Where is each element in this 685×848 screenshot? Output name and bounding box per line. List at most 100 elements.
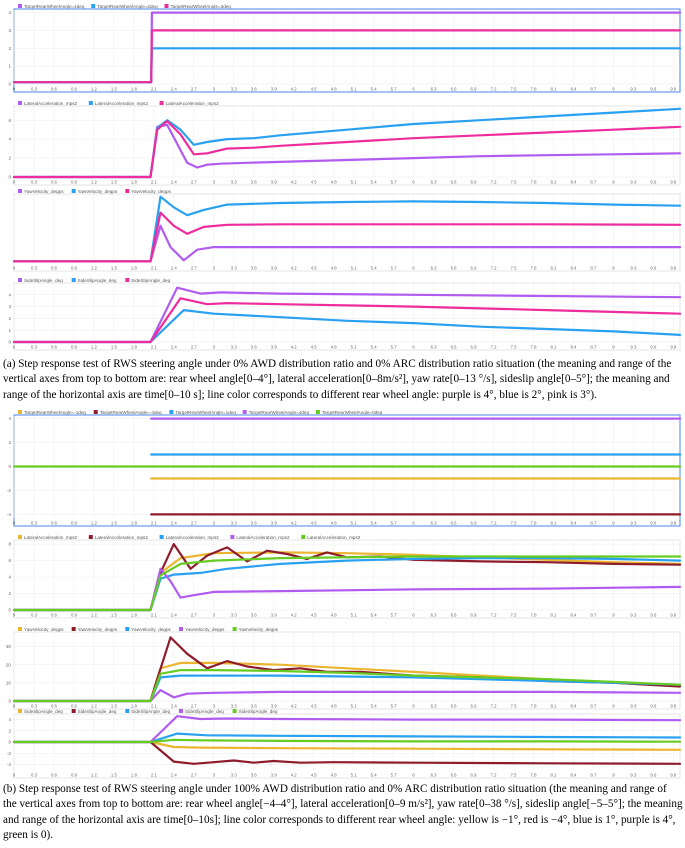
x-tick-label: 8.4	[570, 266, 577, 271]
x-tick-label: 3.6	[251, 180, 258, 185]
x-tick-label: 4.2	[291, 613, 298, 618]
x-tick-label: 4.5	[311, 266, 318, 271]
legend-entry: TargetRearWheelAngle=1deg	[175, 410, 236, 415]
chart-legend: SideSlipAngle_deg SideSlipAngle_deg SideSl…	[18, 278, 171, 283]
x-tick-label: 1.2	[91, 87, 98, 92]
x-tick-label: 0.9	[71, 773, 78, 778]
x-tick-label: 4.8	[331, 613, 338, 618]
legend-swatch	[125, 189, 130, 193]
x-tick-label: 0.6	[51, 266, 58, 271]
x-tick-label: 2.1	[151, 180, 158, 185]
x-tick-label: 6.9	[471, 773, 478, 778]
x-tick-label: 3.3	[231, 773, 238, 778]
x-tick-label: 7.2	[491, 613, 498, 618]
x-tick-label: 6	[412, 773, 415, 778]
legend-swatch	[242, 410, 247, 414]
x-tick-label: 3.6	[251, 613, 258, 618]
x-tick-label: 9.9	[670, 345, 677, 350]
x-tick-label: 9	[612, 345, 615, 350]
x-tick-label: 5.1	[351, 87, 358, 92]
x-tick-label: 7.2	[491, 521, 498, 526]
x-tick-label: 0.3	[31, 773, 38, 778]
series-line-purple	[12, 123, 682, 179]
x-tick-label: 3	[213, 266, 216, 271]
x-tick-label: 3.3	[231, 266, 238, 271]
x-tick-label: 4.8	[331, 266, 338, 271]
y-tick-label: 4	[8, 10, 11, 15]
y-tick-label: -2	[7, 751, 12, 756]
series-line-red	[12, 543, 682, 612]
x-tick-label: 3	[213, 613, 216, 618]
x-tick-label: 6.9	[471, 87, 478, 92]
x-tick-label: 7.2	[491, 87, 498, 92]
x-tick-label: 7.5	[511, 704, 518, 709]
chart-legend: TargetRearWheelAngle=-1deg TargetRearWhee…	[18, 410, 383, 415]
x-tick-label: 1.8	[131, 704, 138, 709]
x-tick-label: 6.6	[451, 613, 458, 618]
x-tick-label: 0.9	[71, 180, 78, 185]
x-tick-label: 0.3	[31, 87, 38, 92]
x-tick-label: 9.6	[650, 521, 657, 526]
chart-panel-6: LateralAcceleration_mps2 LateralAccelerat…	[8, 535, 682, 619]
x-tick-label: 1.5	[111, 704, 118, 709]
x-tick-label: 6.6	[451, 345, 458, 350]
x-tick-label: 0.9	[71, 704, 78, 709]
x-tick-label: 9.3	[630, 704, 637, 709]
series-line-pink	[12, 120, 682, 179]
x-tick-label: 4.8	[331, 704, 338, 709]
x-tick-label: 8.1	[550, 87, 557, 92]
x-tick-label: 6	[412, 345, 415, 350]
x-tick-label: 5.7	[391, 87, 398, 92]
y-tick-label: 0	[8, 82, 11, 87]
x-tick-label: 5.4	[371, 613, 378, 618]
x-tick-label: 9.9	[670, 704, 677, 709]
x-tick-label: 0.6	[51, 521, 58, 526]
x-tick-label: 8.4	[570, 613, 577, 618]
legend-swatch	[159, 535, 164, 539]
y-tick-label: 4	[8, 137, 11, 142]
x-tick-label: 2.7	[191, 87, 198, 92]
x-tick-label: 2.7	[191, 521, 198, 526]
x-tick-label: 2.7	[191, 266, 198, 271]
x-tick-label: 9.6	[650, 180, 657, 185]
x-tick-label: 6	[412, 613, 415, 618]
x-tick-label: 5.4	[371, 345, 378, 350]
chart-panel-4: SideSlipAngle_deg SideSlipAngle_deg SideSl…	[8, 278, 682, 351]
x-tick-label: 4.2	[291, 521, 298, 526]
legend-swatch	[125, 627, 130, 631]
plot-frame	[13, 105, 681, 186]
x-tick-label: 0	[13, 704, 16, 709]
x-tick-label: 3.9	[271, 266, 278, 271]
x-tick-label: 7.8	[530, 180, 537, 185]
y-tick-label: 3	[8, 304, 11, 309]
x-tick-label: 2.1	[151, 613, 158, 618]
x-tick-label: 8.4	[570, 180, 577, 185]
x-tick-label: 7.5	[511, 87, 518, 92]
legend-swatch	[18, 627, 22, 631]
x-tick-label: 3.6	[251, 266, 258, 271]
legend-entry: LateralAcceleration_mps2	[24, 535, 78, 540]
series-line-green	[12, 738, 682, 744]
x-tick-label: 3	[213, 180, 216, 185]
x-tick-label: 6	[412, 87, 415, 92]
x-tick-label: 7.2	[491, 704, 498, 709]
x-tick-label: 3.3	[231, 521, 238, 526]
x-tick-label: 6.6	[451, 704, 458, 709]
y-tick-label: 4	[8, 717, 11, 722]
legend-entry: YawVelocity_degps	[78, 189, 118, 194]
chart-panel-8: SideSlipAngle_deg SideSlipAngle_deg SideSl…	[7, 709, 682, 779]
legend-entry: SideSlipAngle_deg	[131, 278, 170, 283]
x-tick-label: 0.6	[51, 704, 58, 709]
x-tick-label: 1.8	[131, 345, 138, 350]
x-tick-label: 5.1	[351, 773, 358, 778]
x-tick-label: 9.3	[630, 87, 637, 92]
x-tick-label: 3.6	[251, 704, 258, 709]
x-tick-label: 0.6	[51, 345, 58, 350]
plot-frame	[13, 193, 681, 272]
x-tick-label: 7.2	[491, 345, 498, 350]
legend-swatch	[232, 709, 237, 713]
x-tick-label: 8.7	[590, 266, 597, 271]
legend-swatch	[125, 278, 130, 282]
y-tick-label: 6	[8, 118, 11, 123]
x-tick-label: 9.3	[630, 613, 637, 618]
